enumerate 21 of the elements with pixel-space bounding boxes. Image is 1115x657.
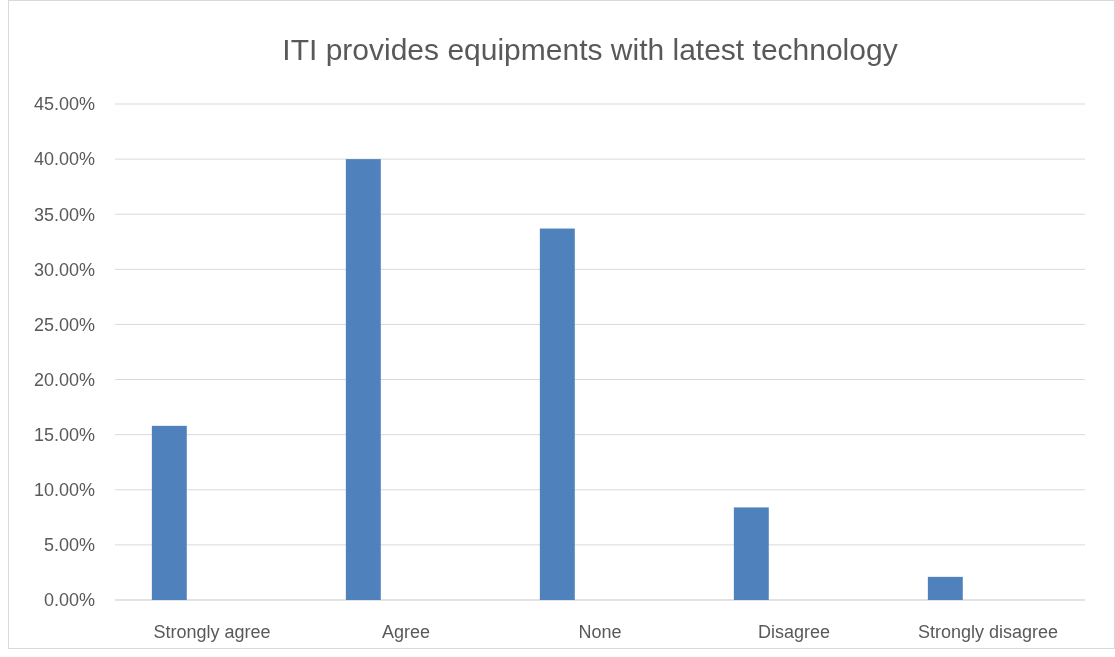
x-tick-label: Strongly agree <box>153 622 271 642</box>
chart-title: ITI provides equipments with latest technology <box>282 33 898 66</box>
y-tick-label: 5.00% <box>43 535 95 556</box>
y-tick-label: 10.00% <box>33 480 95 501</box>
y-tick-label: 25.00% <box>33 314 95 335</box>
bar <box>151 425 187 600</box>
y-tick-label: 35.00% <box>33 204 95 225</box>
y-tick-label: 30.00% <box>33 259 95 280</box>
x-tick-label: Strongly disagree <box>917 622 1059 642</box>
y-tick-label: 20.00% <box>33 369 95 390</box>
x-tick-label: None <box>578 622 622 642</box>
bar <box>539 228 575 600</box>
x-tick-label: Agree <box>381 622 431 642</box>
y-tick-label: 15.00% <box>33 424 95 445</box>
x-tick-label: Disagree <box>757 622 831 642</box>
y-tick-label: 0.00% <box>43 590 95 611</box>
bar <box>927 576 963 600</box>
bar <box>733 507 769 600</box>
y-tick-label: 40.00% <box>33 149 95 170</box>
y-tick-label: 45.00% <box>33 94 95 115</box>
bar <box>345 159 381 600</box>
